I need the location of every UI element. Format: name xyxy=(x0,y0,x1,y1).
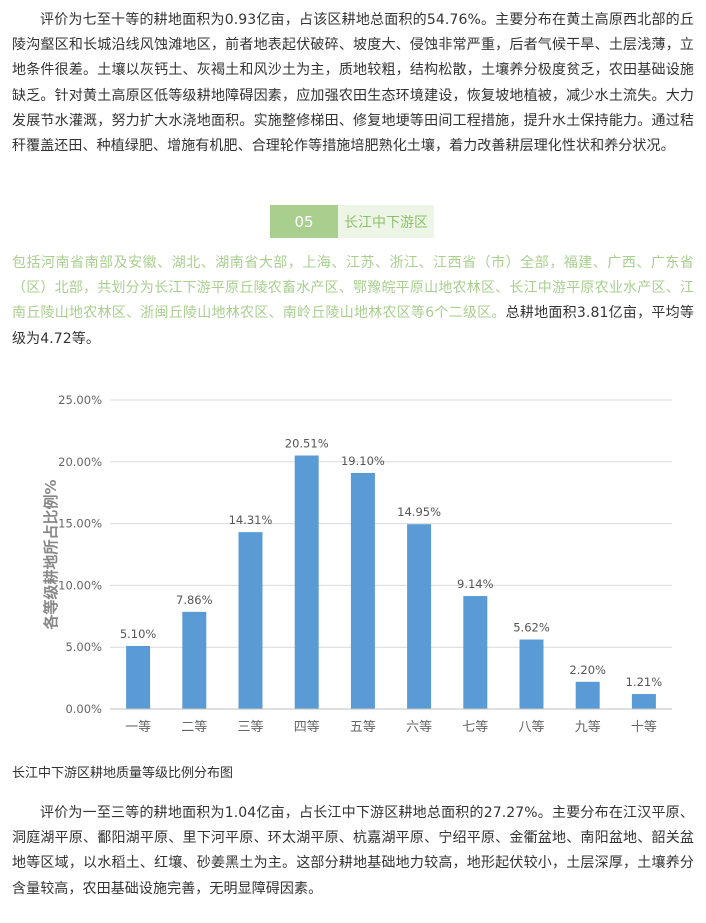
y-tick-label: 5.00% xyxy=(65,640,102,654)
chart-caption: 长江中下游区耕地质量等级比例分布图 xyxy=(12,766,234,781)
y-tick-label: 15.00% xyxy=(58,517,102,531)
data-label: 2.20% xyxy=(569,663,606,677)
paragraph-top: 评价为七至十等的耕地面积为0.93亿亩，占该区耕地总面积的54.76%。主要分布… xyxy=(12,12,694,155)
region-intro-green: 包括河南省南部及安徽、湖北、湖南省大部，上海、江苏、浙江、江西省（市）全部，福建… xyxy=(12,255,694,322)
bar xyxy=(182,611,207,709)
x-tick-label: 九等 xyxy=(575,719,601,735)
x-tick-label: 二等 xyxy=(181,719,207,735)
y-tick-label: 25.00% xyxy=(58,393,102,407)
bar xyxy=(631,694,656,709)
y-tick-label: 0.00% xyxy=(65,702,102,716)
bar xyxy=(407,524,432,709)
region-intro-summary: 总耕地面积3.81亿亩，平均等级为4.72等。 xyxy=(12,305,694,347)
x-tick-label: 十等 xyxy=(631,719,657,735)
region-intro: 包括河南省南部及安徽、湖北、湖南省大部，上海、江苏、浙江、江西省（市）全部，福建… xyxy=(12,251,694,352)
x-tick-label: 八等 xyxy=(518,719,544,735)
y-tick-label: 10.00% xyxy=(58,578,102,592)
bar xyxy=(463,596,488,709)
x-tick-label: 六等 xyxy=(406,719,432,735)
x-tick-label: 三等 xyxy=(237,719,263,735)
section-number: 05 xyxy=(270,205,338,238)
bar xyxy=(238,532,263,709)
bar xyxy=(350,472,375,709)
paragraph-bottom: 评价为一至三等的耕地面积为1.04亿亩，占长江中下游区耕地总面积的27.27%。… xyxy=(12,805,694,897)
x-tick-label: 四等 xyxy=(294,719,320,735)
data-label: 5.10% xyxy=(120,627,157,641)
data-label: 9.14% xyxy=(457,577,494,591)
data-label: 5.62% xyxy=(513,621,550,635)
data-label: 14.31% xyxy=(229,513,273,527)
y-axis-label: 各等级耕地所占比例% xyxy=(42,479,60,630)
x-tick-label: 七等 xyxy=(462,719,488,735)
data-label: 1.21% xyxy=(626,675,663,689)
y-tick-label: 20.00% xyxy=(58,455,102,469)
section-title: 长江中下游区 xyxy=(338,205,434,238)
data-label: 7.86% xyxy=(176,593,213,607)
data-label: 19.10% xyxy=(341,454,385,468)
bar xyxy=(294,455,319,709)
data-label: 14.95% xyxy=(397,505,441,519)
section-header: 05 长江中下游区 xyxy=(270,205,434,238)
bar-chart: 0.00% 5.00% 10.00% 15.00% 20.00% 25.00% 各等级耕地所… xyxy=(42,393,672,735)
bar xyxy=(126,645,151,709)
x-tick-label: 一等 xyxy=(125,719,151,735)
bar xyxy=(575,681,600,709)
x-tick-label: 五等 xyxy=(350,719,376,735)
data-label: 20.51% xyxy=(285,436,329,450)
bar xyxy=(519,639,544,709)
